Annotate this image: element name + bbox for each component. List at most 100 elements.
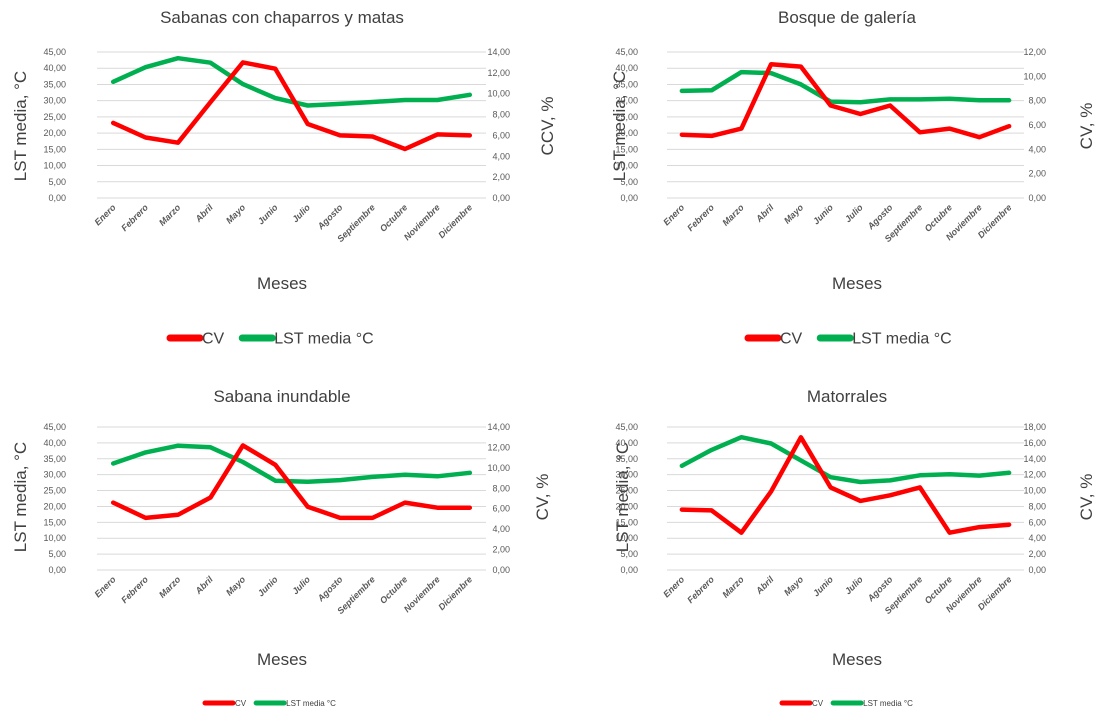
x-tick-label: Julio	[290, 574, 312, 596]
y-tick-label: 5,00	[48, 549, 66, 559]
x-tick-label: Enero	[93, 574, 118, 599]
y-tick-label: 30,00	[43, 96, 66, 106]
series-line-lst	[679, 434, 1012, 485]
x-axis-title: Meses	[257, 650, 307, 669]
y-tick-label: 10,00	[615, 533, 638, 543]
y2-tick-label: 6,00	[492, 504, 510, 514]
y2-tick-label: 2,00	[492, 545, 510, 555]
y-tick-label: 40,00	[43, 63, 66, 73]
y-tick-label: 0,00	[620, 193, 638, 203]
x-tick-label: Marzo	[720, 574, 746, 600]
y-tick-label: 15,00	[43, 144, 66, 154]
y2-tick-label: 12,00	[1023, 470, 1046, 480]
x-tick-label: Agosto	[865, 202, 895, 232]
y2-tick-label: 8,00	[492, 483, 510, 493]
y2-tick-label: 8,00	[1028, 501, 1046, 511]
y2-tick-label: 4,00	[492, 151, 510, 161]
x-tick-label: Junio	[256, 202, 280, 226]
y-axis-title: LST media, °C	[613, 442, 632, 552]
y2-axis-title: CV, %	[1077, 103, 1096, 150]
y-tick-label: 45,00	[43, 47, 66, 57]
y2-tick-label: 8,00	[492, 110, 510, 120]
y-tick-label: 0,00	[48, 193, 66, 203]
x-tick-label: Marzo	[157, 574, 183, 600]
series-line-cv	[110, 60, 473, 152]
y-tick-label: 15,00	[43, 517, 66, 527]
x-tick-label: Abril	[193, 574, 216, 597]
y2-tick-label: 10,00	[1023, 486, 1046, 496]
y2-tick-label: 14,00	[1023, 454, 1046, 464]
y-tick-label: 40,00	[615, 438, 638, 448]
x-tick-label: Abril	[753, 202, 776, 225]
x-tick-label: Agosto	[315, 202, 345, 232]
y-tick-label: 30,00	[615, 96, 638, 106]
y-tick-label: 40,00	[43, 438, 66, 448]
y2-axis-title: CCV, %	[538, 97, 557, 156]
y2-tick-label: 8,00	[1028, 96, 1046, 106]
y-tick-label: 5,00	[620, 549, 638, 559]
x-tick-label: Marzo	[157, 202, 183, 228]
series-line-lst	[110, 55, 473, 108]
chart-panel-sabana-inundable: Sabana inundable Meses LST media, °C CV,…	[11, 387, 552, 708]
legend-label: LST media °C	[274, 331, 373, 348]
x-tick-label: Mayo	[782, 202, 806, 226]
y2-tick-label: 4,00	[1028, 533, 1046, 543]
y-tick-label: 40,00	[615, 63, 638, 73]
y2-tick-label: 2,00	[492, 172, 510, 182]
y-axis-title: LST media, °C	[610, 71, 629, 181]
legend-label: CV	[780, 331, 803, 348]
x-axis-title: Meses	[257, 274, 307, 293]
x-axis-title: Meses	[832, 274, 882, 293]
y2-tick-label: 0,00	[1028, 193, 1046, 203]
x-tick-label: Febrero	[685, 574, 716, 605]
y-tick-label: 15,00	[615, 144, 638, 154]
x-tick-label: Mayo	[224, 574, 248, 598]
y2-tick-label: 6,00	[1028, 120, 1046, 130]
x-tick-label: Mayo	[224, 202, 248, 226]
x-tick-label: Julio	[843, 202, 865, 224]
x-tick-label: Diciembre	[436, 574, 474, 612]
y-tick-label: 25,00	[43, 112, 66, 122]
y2-tick-label: 6,00	[1028, 517, 1046, 527]
y2-tick-label: 10,00	[1023, 71, 1046, 81]
y2-tick-label: 14,00	[487, 422, 510, 432]
y2-tick-label: 16,00	[1023, 438, 1046, 448]
y-tick-label: 35,00	[43, 79, 66, 89]
y-tick-label: 15,00	[615, 517, 638, 527]
y2-axis-title: CV, %	[1077, 474, 1096, 521]
y-tick-label: 10,00	[43, 161, 66, 171]
x-tick-label: Febrero	[119, 202, 150, 233]
y-tick-label: 20,00	[615, 128, 638, 138]
y-tick-label: 25,00	[615, 112, 638, 122]
y2-tick-label: 0,00	[492, 193, 510, 203]
chart-panel-bosque-de-galeria: Bosque de galería Meses LST media, °C CV…	[610, 8, 1096, 348]
y-tick-label: 25,00	[43, 486, 66, 496]
y-tick-label: 35,00	[615, 454, 638, 464]
y-tick-label: 45,00	[615, 422, 638, 432]
chart-title: Matorrales	[807, 387, 887, 406]
y-tick-label: 20,00	[43, 501, 66, 511]
y-tick-label: 30,00	[43, 470, 66, 480]
y2-tick-label: 6,00	[492, 130, 510, 140]
y2-axis-title: CV, %	[533, 474, 552, 521]
series-line-lst	[110, 443, 473, 484]
x-tick-label: Febrero	[119, 574, 150, 605]
x-tick-label: Agosto	[315, 574, 345, 604]
x-tick-label: Junio	[811, 202, 835, 226]
y-tick-label: 35,00	[615, 79, 638, 89]
y-tick-label: 5,00	[48, 177, 66, 187]
series-line-lst	[679, 69, 1012, 105]
y2-tick-label: 14,00	[487, 47, 510, 57]
y-tick-label: 20,00	[615, 501, 638, 511]
y-tick-label: 0,00	[48, 565, 66, 575]
y2-tick-label: 12,00	[1023, 47, 1046, 57]
y-axis-title: LST media, °C	[11, 71, 30, 181]
legend-label: LST media °C	[286, 699, 336, 708]
y2-tick-label: 10,00	[487, 463, 510, 473]
y-tick-label: 45,00	[43, 422, 66, 432]
y2-tick-label: 2,00	[1028, 169, 1046, 179]
x-tick-label: Enero	[93, 202, 118, 227]
y2-tick-label: 18,00	[1023, 422, 1046, 432]
y2-tick-label: 12,00	[487, 442, 510, 452]
